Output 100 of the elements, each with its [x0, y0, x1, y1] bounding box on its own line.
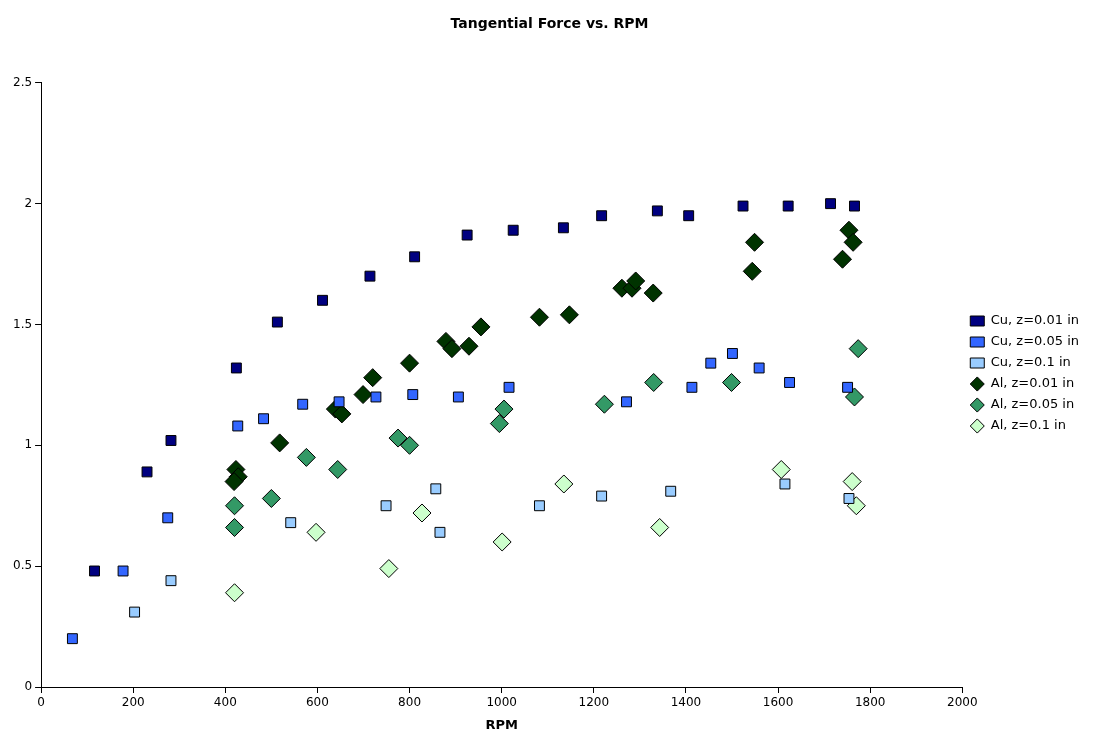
point	[503, 381, 515, 393]
point	[388, 428, 408, 448]
point	[833, 249, 853, 269]
point	[141, 466, 153, 478]
point	[379, 559, 399, 579]
point	[332, 404, 352, 424]
point	[554, 474, 574, 494]
x-tick-label: 1000	[486, 695, 517, 710]
point	[626, 271, 646, 291]
legend-label: Cu, z=0.05 in	[990, 333, 1080, 349]
point	[753, 362, 765, 374]
point	[380, 500, 392, 512]
point	[225, 583, 245, 603]
point	[400, 435, 420, 455]
x-tick-label: 600	[305, 695, 329, 710]
point	[771, 459, 791, 479]
point	[400, 353, 420, 373]
point	[271, 316, 283, 328]
point	[459, 336, 479, 356]
point	[559, 305, 579, 325]
point	[651, 205, 663, 217]
point	[89, 565, 100, 577]
x-tick-label: 1600	[762, 695, 794, 710]
point	[643, 283, 663, 303]
point	[230, 362, 242, 374]
point	[225, 517, 245, 537]
point	[825, 198, 836, 210]
x-tick-label: 400	[213, 695, 237, 710]
point	[489, 414, 509, 434]
x-tick-label: 200	[121, 695, 145, 710]
x-tick-label: 0	[37, 695, 45, 710]
chart-title: Tangential Force vs. RPM	[450, 15, 649, 32]
point	[297, 398, 309, 410]
point	[317, 294, 328, 306]
point	[726, 348, 738, 359]
point	[779, 478, 791, 490]
point	[742, 261, 762, 281]
x-tick-label: 1200	[578, 695, 610, 710]
point	[848, 339, 868, 359]
point	[621, 396, 632, 408]
point	[650, 517, 670, 537]
x-tick-label: 1800	[854, 695, 886, 710]
point	[370, 391, 382, 403]
point	[842, 472, 862, 492]
point	[165, 575, 177, 587]
point	[845, 387, 864, 407]
point	[270, 433, 290, 453]
point	[843, 493, 855, 504]
x-tick-label: 800	[398, 695, 422, 710]
y-tick-label: 1	[24, 437, 33, 452]
point	[843, 232, 863, 252]
point	[407, 389, 419, 401]
y-tick-label: 0.5	[12, 558, 33, 573]
point	[644, 372, 664, 392]
point	[842, 381, 854, 393]
point	[507, 224, 519, 236]
point	[557, 222, 569, 234]
x-axis-title: RPM	[485, 716, 518, 732]
point	[782, 200, 794, 212]
point	[594, 394, 614, 414]
point	[409, 251, 421, 263]
point	[363, 368, 383, 388]
point	[328, 459, 348, 479]
point	[232, 420, 244, 432]
point	[722, 372, 742, 392]
point	[442, 339, 462, 359]
legend-label: Al, z=0.01 in	[990, 375, 1075, 391]
point	[225, 496, 245, 516]
x-tick-label: 2000	[947, 695, 978, 710]
point	[261, 488, 281, 508]
point	[737, 200, 749, 212]
legend-label: Al, z=0.1 in	[990, 417, 1066, 433]
y-tick-label: 1.5	[12, 316, 33, 331]
point	[306, 522, 326, 542]
point	[784, 377, 795, 388]
point	[534, 500, 545, 512]
point	[596, 210, 608, 222]
y-tick-label: 2.5	[12, 74, 33, 89]
point	[461, 229, 473, 241]
y-tick-label: 2	[24, 195, 33, 210]
point	[165, 435, 177, 446]
point	[686, 381, 698, 393]
point	[66, 633, 78, 645]
legend-label: Al, z=0.05 in	[990, 396, 1075, 412]
point	[434, 526, 446, 538]
point	[471, 317, 491, 337]
y-tick-label: 0	[24, 679, 33, 694]
point	[683, 210, 695, 222]
point	[596, 490, 608, 502]
point	[494, 399, 514, 419]
point	[162, 512, 174, 524]
point	[849, 200, 860, 212]
point	[129, 606, 141, 618]
point	[705, 357, 717, 369]
point	[333, 396, 345, 408]
point	[745, 232, 765, 252]
point	[296, 447, 316, 467]
point	[117, 565, 129, 577]
legend-label: Cu, z=0.01 in	[990, 312, 1080, 328]
point	[665, 485, 677, 497]
